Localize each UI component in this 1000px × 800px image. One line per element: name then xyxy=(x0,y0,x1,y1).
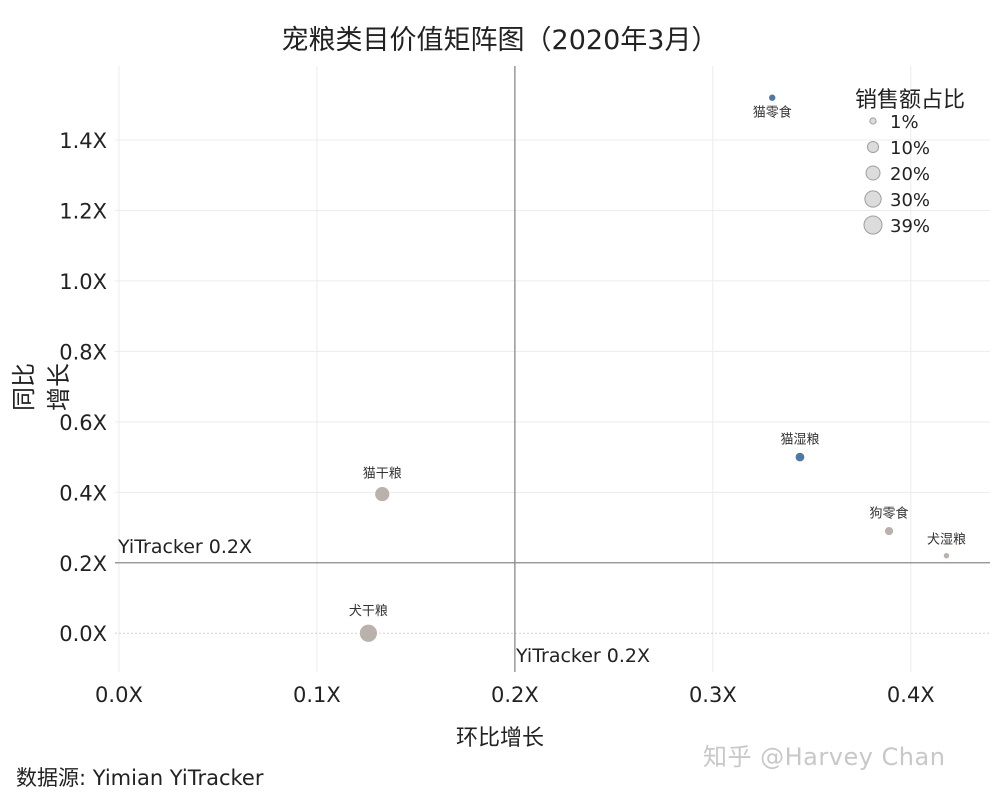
x-axis-label: 环比增长 xyxy=(455,726,544,751)
y-tick-label: 1.4X xyxy=(59,129,107,153)
legend-size-marker xyxy=(869,117,877,125)
x-tick-label: 0.0X xyxy=(95,683,143,707)
reference-line-y-label: YiTracker 0.2X xyxy=(118,536,253,558)
x-tick-label: 0.1X xyxy=(293,683,341,707)
chart-title: 宠粮类目价值矩阵图（2020年3月） xyxy=(281,25,719,56)
reference-line-x-label: YiTracker 0.2X xyxy=(516,645,651,667)
data-point xyxy=(942,552,950,560)
legend-size-label: 30% xyxy=(890,190,930,211)
y-tick-label: 1.2X xyxy=(59,199,107,223)
data-label: 猫湿粮 xyxy=(780,432,819,447)
legend-size-label: 39% xyxy=(890,216,930,237)
legend-size-label: 1% xyxy=(890,112,919,133)
data-label: 犬湿粮 xyxy=(927,533,966,548)
data-label: 猫零食 xyxy=(753,104,792,120)
x-tick-label: 0.3X xyxy=(689,683,737,707)
watermark: 知乎 @Harvey Chan xyxy=(703,743,946,771)
data-point xyxy=(374,486,391,502)
legend-size-label: 20% xyxy=(890,164,930,185)
data-label: 猫干粮 xyxy=(363,467,402,482)
data-label: 犬干粮 xyxy=(349,604,388,619)
source-note: 数据源: Yimian YiTracker xyxy=(16,766,264,790)
x-tick-label: 0.4X xyxy=(887,683,935,707)
legend-size-label: 10% xyxy=(890,138,930,159)
data-point xyxy=(884,526,894,536)
y-tick-label: 0.2X xyxy=(59,552,107,576)
data-label: 狗零食 xyxy=(870,506,909,522)
x-tick-label: 0.2X xyxy=(491,683,539,707)
legend-title: 销售额占比 xyxy=(855,88,966,113)
y-tick-label: 0.4X xyxy=(59,481,107,505)
y-axis-label: 同比增长 xyxy=(10,363,73,411)
legend-size-marker xyxy=(865,165,881,181)
data-point xyxy=(794,451,806,463)
y-tick-label: 0.0X xyxy=(59,622,107,646)
legend-size-marker xyxy=(866,140,880,154)
y-tick-label: 0.6X xyxy=(59,411,107,435)
data-point xyxy=(358,623,378,643)
data-point xyxy=(768,93,777,102)
legend-size-marker xyxy=(863,215,883,235)
legend-size-marker xyxy=(864,190,882,208)
y-tick-label: 1.0X xyxy=(59,270,107,294)
y-tick-label: 0.8X xyxy=(59,340,107,364)
